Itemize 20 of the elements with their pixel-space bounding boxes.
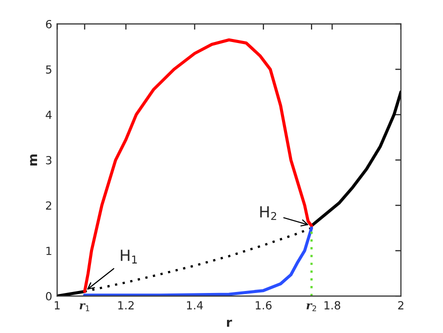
- y-tick-label: 4: [46, 110, 52, 119]
- x-tick-label: 1.6: [256, 301, 272, 310]
- x-tick-label: 1: [54, 301, 60, 310]
- x-tick-label: 1.2: [118, 301, 134, 310]
- x-tick-label: 1.4: [187, 301, 203, 310]
- line-series: [83, 38, 314, 294]
- x-tick-label: r$_{1}$: [80, 303, 90, 312]
- y-axis-title: m: [30, 154, 38, 166]
- x-tick-label: 2: [398, 301, 404, 310]
- annotation: H$_{2}$: [260, 206, 276, 220]
- annotation: H$_{1}$: [120, 250, 137, 264]
- x-tick-label: 1.8: [324, 301, 340, 310]
- y-tick-label: 1: [46, 246, 52, 255]
- x-axis-title: r: [227, 320, 232, 327]
- x-tick-label: r$_{2}$: [306, 303, 316, 312]
- y-tick-label: 6: [46, 20, 52, 28]
- y-tick-label: 3: [46, 156, 52, 164]
- y-tick-label: 5: [46, 65, 52, 74]
- y-tick-label: 2: [46, 201, 52, 210]
- y-tick-label: 0: [46, 292, 52, 300]
